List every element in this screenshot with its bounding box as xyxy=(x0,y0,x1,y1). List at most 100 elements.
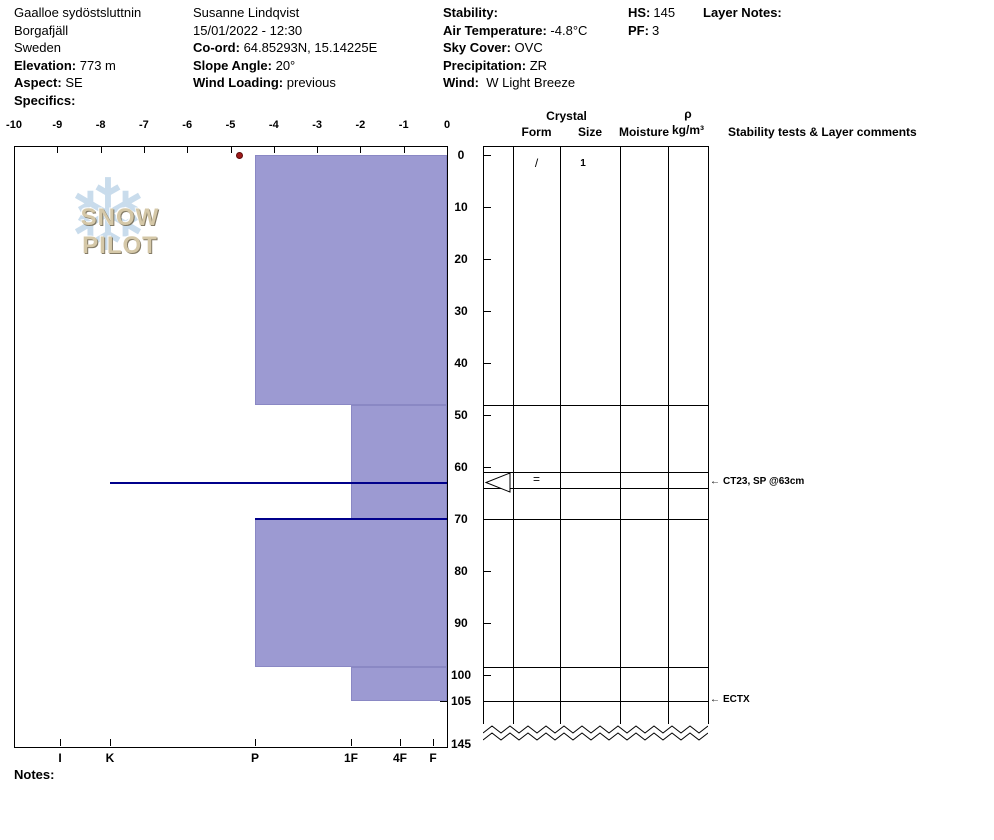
wind-value: W Light Breeze xyxy=(486,75,576,90)
col-header-size: Size xyxy=(577,125,602,139)
hs-value: 145 xyxy=(653,5,676,20)
hardness-tick-label: 1F xyxy=(343,751,358,765)
depth-tick-label: 50 xyxy=(454,408,468,422)
conditions-info: Stability: Air Temperature: -4.8°C Sky C… xyxy=(443,4,587,92)
stability-label: Stability: xyxy=(443,5,498,20)
left-arrow-icon: ← xyxy=(710,694,720,705)
temp-tick xyxy=(230,147,232,153)
temp-tick xyxy=(100,147,102,153)
grid-vline xyxy=(620,146,621,724)
depth-tick-right xyxy=(484,675,491,676)
layer-notes-label: Layer Notes: xyxy=(703,5,782,20)
coordinates: Co-ord: 64.85293N, 15.14225E xyxy=(193,39,377,57)
sky-cover-label: Sky Cover: xyxy=(443,40,511,55)
ice-layer-line xyxy=(110,481,447,484)
col-header-crystal: Crystal xyxy=(546,109,587,123)
profile-chart-frame xyxy=(14,146,448,748)
sky-cover: Sky Cover: OVC xyxy=(443,39,587,57)
layer-boundary-line xyxy=(255,518,447,520)
depth-tick-right xyxy=(484,363,491,364)
observation-datetime: 15/01/2022 - 12:30 xyxy=(193,22,303,38)
temp-tick-label: -8 xyxy=(95,119,106,131)
snow-layer-bar xyxy=(255,155,447,405)
col-header-rho: ρ xyxy=(684,107,692,121)
sky-cover-value: OVC xyxy=(514,40,543,55)
air-temp-label: Air Temperature: xyxy=(443,22,547,38)
depth-tick-label: 60 xyxy=(454,460,468,474)
pit-factor: PF: 3 xyxy=(628,22,675,40)
depth-tick-right xyxy=(484,467,491,468)
grid-vline xyxy=(668,146,669,724)
slope-angle: Slope Angle: 20° xyxy=(193,57,377,75)
annotation-text: ECTX xyxy=(723,694,750,705)
depth-tick-right xyxy=(484,571,491,572)
depth-tick-label: 105 xyxy=(450,694,472,708)
temp-tick xyxy=(14,147,15,153)
wind-loading-label: Wind Loading: xyxy=(193,75,284,90)
snow-layer-bar xyxy=(351,404,447,519)
hardness-tick xyxy=(255,739,256,746)
depth-tick-left xyxy=(440,701,447,702)
hardness-tick xyxy=(351,739,352,746)
stability: Stability: xyxy=(443,4,587,22)
slope-angle-label: Slope Angle: xyxy=(193,57,272,73)
site-elevation: Elevation: 773 m xyxy=(14,57,141,75)
temp-tick xyxy=(57,147,59,153)
grid-row-line xyxy=(483,519,708,520)
precip-label: Precipitation: xyxy=(443,57,527,73)
depth-break-label: 145 xyxy=(450,737,472,751)
site-country: Sweden xyxy=(14,40,61,55)
temp-tick-label: -9 xyxy=(52,119,63,131)
col-header-moisture: Moisture xyxy=(618,125,669,139)
temp-tick-label: -10 xyxy=(6,119,22,131)
depth-tick-label: 70 xyxy=(454,512,468,526)
depth-tick-label: 10 xyxy=(454,200,468,214)
depth-tick-right xyxy=(484,623,491,624)
stability-annotation: ← ECTX xyxy=(710,694,750,705)
temperature-point xyxy=(235,151,243,159)
temp-tick-label: -6 xyxy=(182,119,193,131)
coord-label: Co-ord: xyxy=(193,40,240,55)
elevation-value: 773 m xyxy=(79,57,116,73)
totals-info: HS: 145 PF: 3 xyxy=(628,4,675,39)
depth-tick-right xyxy=(484,259,491,260)
layer-size-value: 1 xyxy=(580,158,586,169)
temp-tick-label: -7 xyxy=(139,119,149,131)
site-name: Gaalloe sydöstsluttnin xyxy=(14,5,142,20)
elevation-label: Elevation: xyxy=(14,57,77,73)
snowflake-icon: ❄ xyxy=(66,157,150,274)
failure-plane-arrow xyxy=(484,472,511,493)
wind-loading: Wind Loading: previous xyxy=(193,74,377,92)
temp-tick xyxy=(447,147,448,153)
notes-label: Notes: xyxy=(14,767,55,782)
site-aspect: Aspect: SE xyxy=(14,74,141,92)
col-header-form: Form xyxy=(521,125,552,139)
temp-tick-label: -4 xyxy=(268,119,279,131)
hardness-tick xyxy=(110,739,111,746)
temp-tick xyxy=(403,147,405,153)
grid-vline xyxy=(560,146,561,724)
col-header-comments: Stability tests & Layer comments xyxy=(728,125,917,139)
grid-row-line xyxy=(483,472,708,474)
precip-value: ZR xyxy=(529,57,548,73)
annotation-text: CT23, SP @63cm xyxy=(723,475,805,487)
grid-row-line xyxy=(483,487,708,489)
depth-break-zigzag xyxy=(482,724,709,742)
grid-row-line xyxy=(483,667,708,669)
wind: Wind: W Light Breeze xyxy=(443,74,587,92)
grid-row-line xyxy=(483,701,708,702)
hardness-tick-label: P xyxy=(250,751,259,765)
temp-tick-label: -3 xyxy=(312,119,322,131)
depth-tick-right xyxy=(484,311,491,312)
air-temperature: Air Temperature: -4.8°C xyxy=(443,22,587,40)
depth-tick-label: 90 xyxy=(454,616,468,630)
temp-tick xyxy=(143,147,145,153)
depth-tick-right xyxy=(484,155,491,156)
pf-value: 3 xyxy=(651,22,660,38)
temp-tick xyxy=(317,147,319,153)
depth-tick-label: 20 xyxy=(454,252,468,266)
depth-tick-label: 100 xyxy=(450,668,472,682)
aspect-value: SE xyxy=(65,75,83,90)
